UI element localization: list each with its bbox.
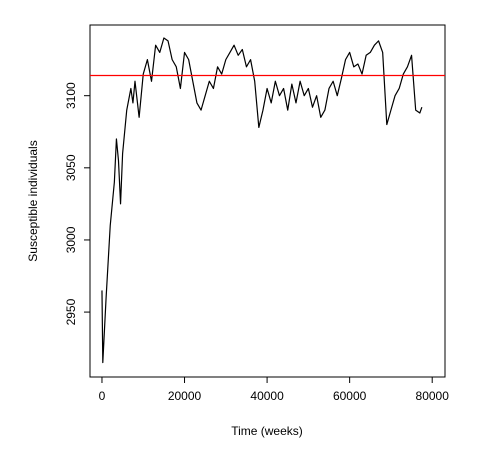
x-tick-label: 80000 — [416, 389, 450, 403]
y-tick-label: 3050 — [64, 154, 78, 181]
x-tick-label: 20000 — [168, 389, 202, 403]
x-tick-label: 40000 — [250, 389, 284, 403]
y-tick-label: 3000 — [64, 226, 78, 253]
y-tick-label: 2950 — [64, 298, 78, 325]
x-tick-label: 0 — [99, 389, 106, 403]
x-tick-label: 60000 — [333, 389, 367, 403]
x-axis-label: Time (weeks) — [231, 424, 303, 438]
series-line — [101, 37, 423, 364]
y-axis-label: Susceptible individuals — [26, 140, 40, 261]
y-tick-label: 3100 — [64, 82, 78, 109]
